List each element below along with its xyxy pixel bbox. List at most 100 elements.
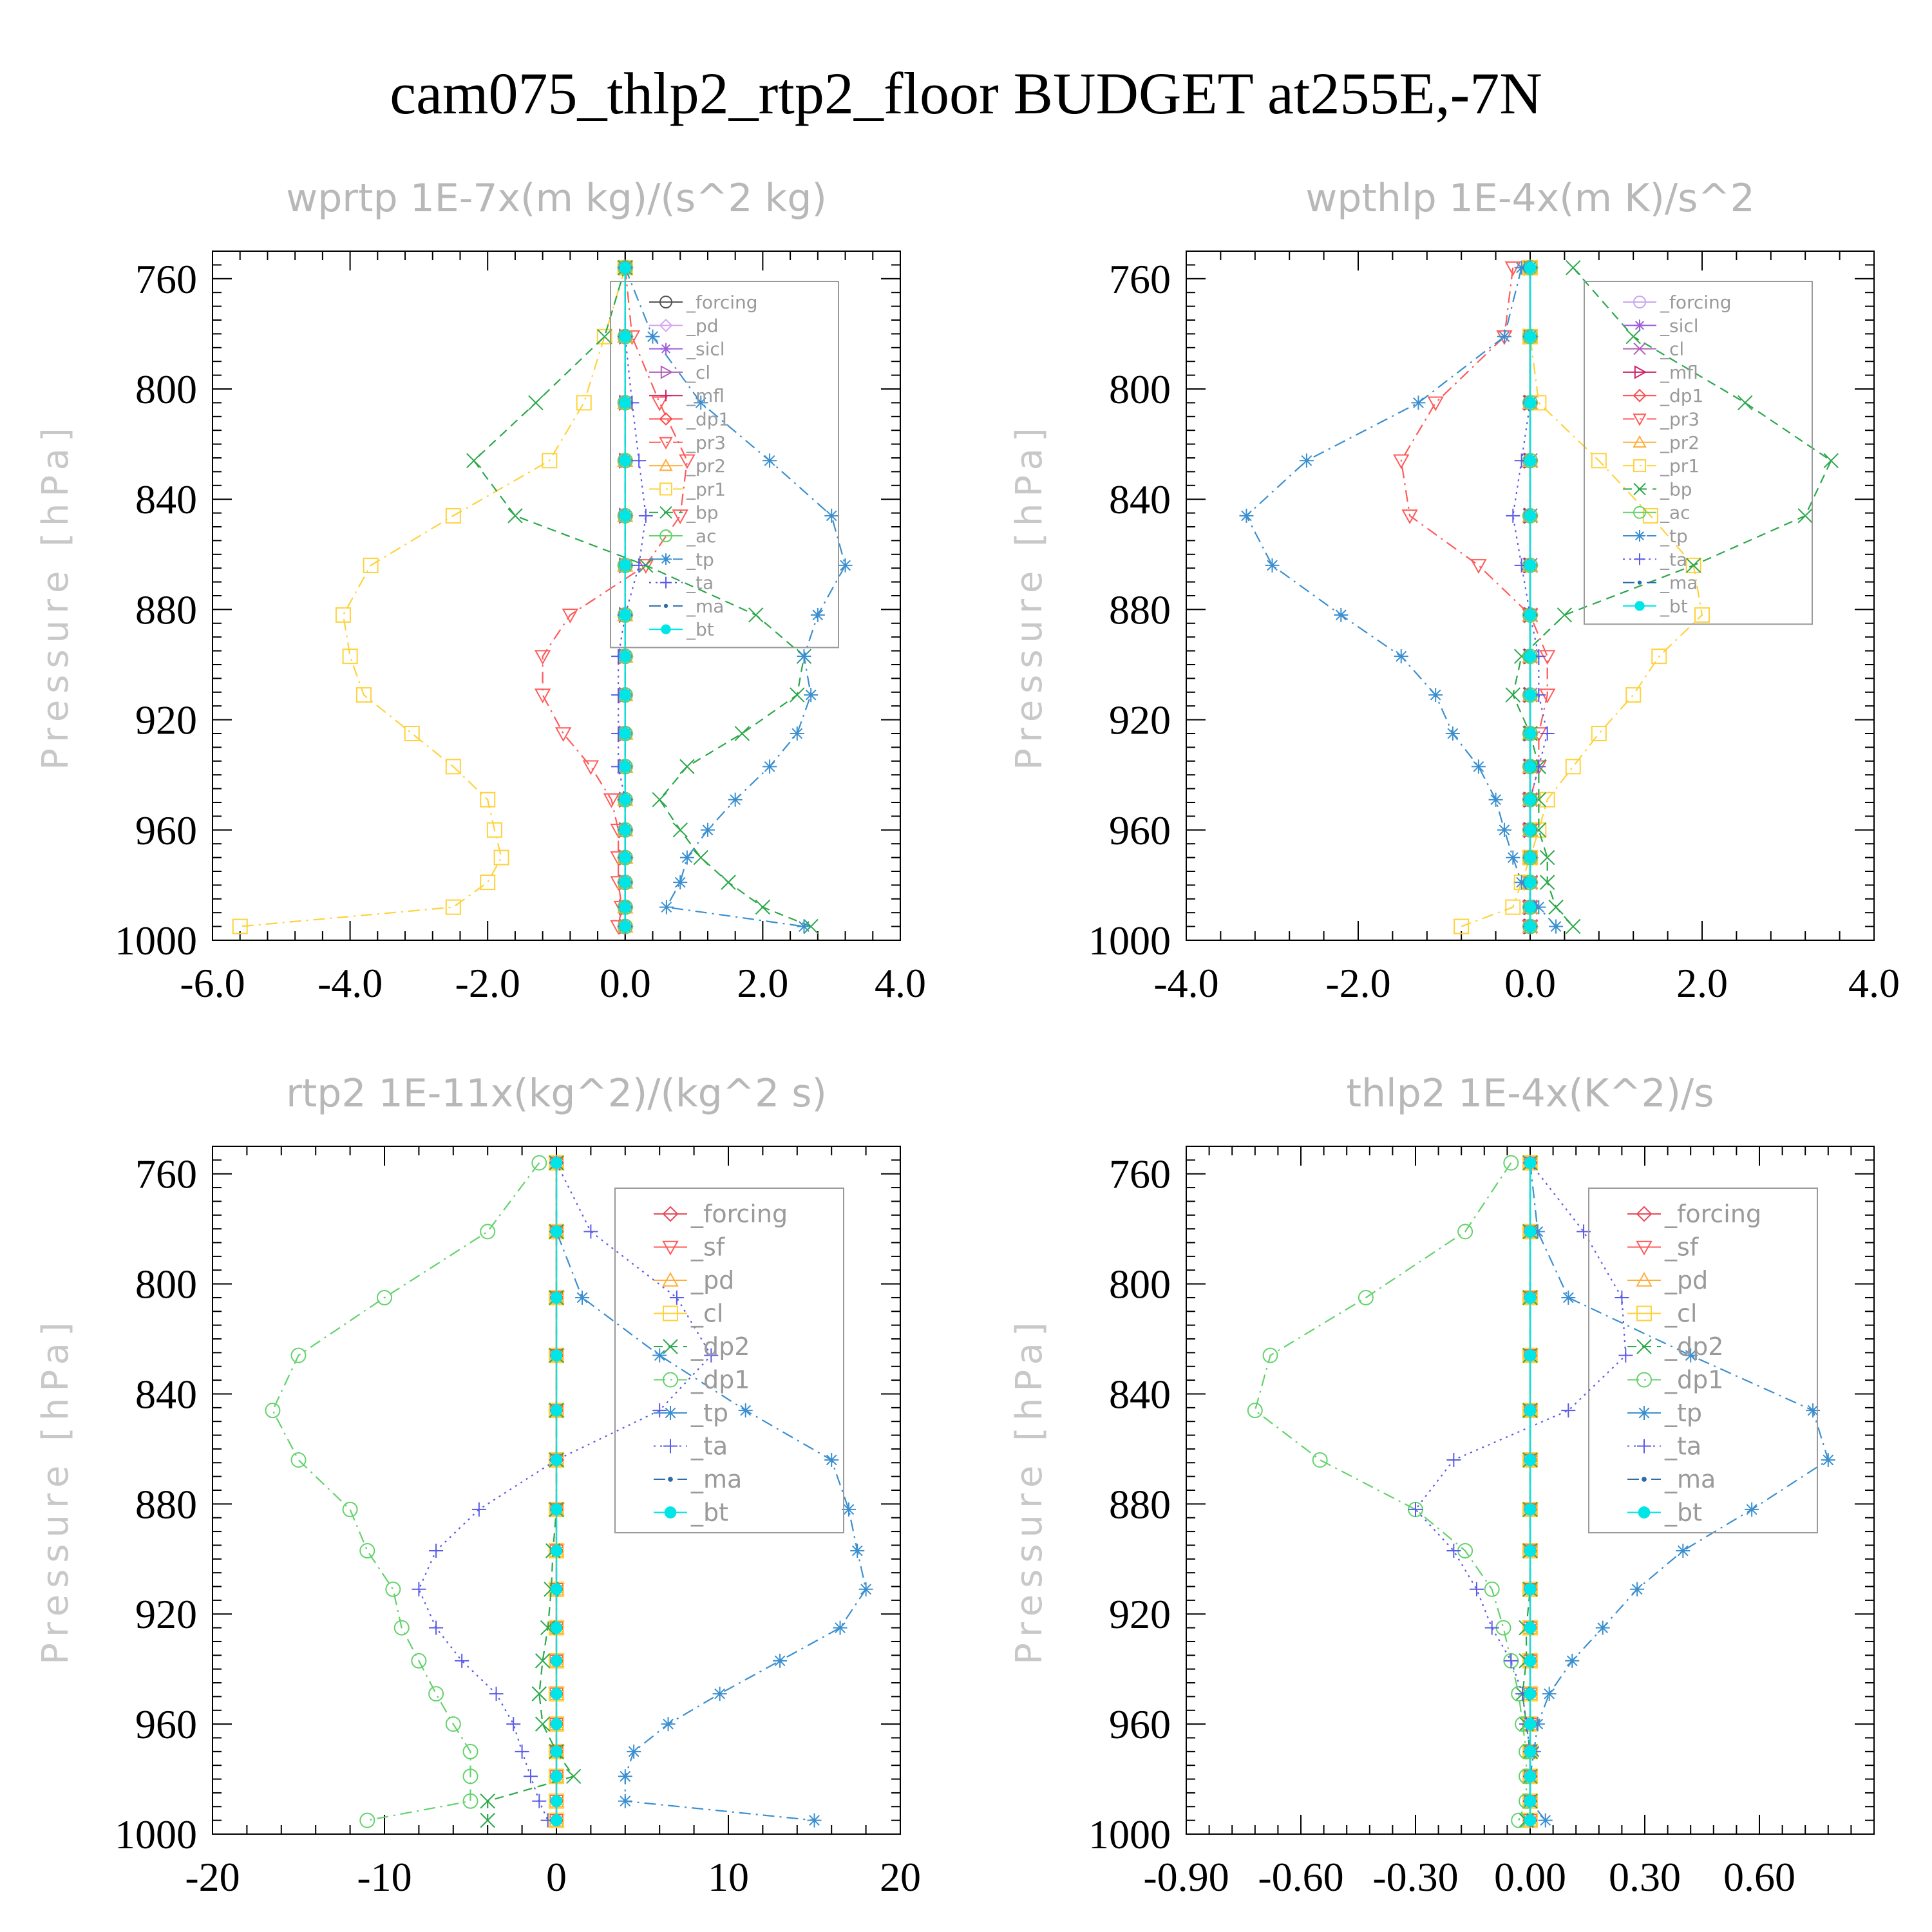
data-point xyxy=(1497,822,1511,837)
data-point xyxy=(359,1812,375,1828)
data-point xyxy=(1505,899,1521,915)
legend-marker xyxy=(1642,1477,1647,1482)
series-bt xyxy=(619,261,632,933)
data-point xyxy=(1618,1348,1633,1363)
data-point xyxy=(721,875,736,890)
data-point xyxy=(728,792,743,807)
data-point xyxy=(550,1349,563,1362)
legend-label: _sf xyxy=(1664,1233,1700,1262)
data-point xyxy=(652,1403,667,1418)
legend-marker xyxy=(1634,319,1645,332)
data-point xyxy=(673,875,688,890)
data-point xyxy=(355,687,372,703)
data-point xyxy=(1683,1348,1698,1363)
data-point xyxy=(1471,759,1486,774)
y-tick-label: 960 xyxy=(1109,1701,1171,1747)
data-point xyxy=(700,822,715,837)
legend-marker xyxy=(663,1439,677,1454)
legend-marker xyxy=(659,506,672,519)
data-point xyxy=(618,1794,632,1808)
legend-label: _cl xyxy=(1660,339,1684,360)
data-point xyxy=(1446,1543,1461,1558)
data-point xyxy=(824,508,839,523)
data-point xyxy=(550,1454,563,1466)
data-point xyxy=(1514,875,1529,890)
y-tick-label: 800 xyxy=(135,366,197,412)
legend-marker xyxy=(1638,1506,1651,1519)
data-point xyxy=(1524,261,1537,274)
x-tick-label: 0.0 xyxy=(600,960,651,1006)
legend-label: _pd xyxy=(1664,1266,1708,1294)
legend-label: _cl xyxy=(686,362,710,383)
y-tick-label: 760 xyxy=(135,1151,197,1197)
legend-label: _dp2 xyxy=(1664,1332,1723,1361)
legend-label: _forcing xyxy=(1660,292,1732,313)
legend-marker xyxy=(1636,1271,1653,1287)
data-point xyxy=(1524,559,1537,572)
data-point xyxy=(583,1224,598,1239)
legend-label: _pd xyxy=(686,315,719,336)
data-point xyxy=(550,1622,563,1634)
data-point xyxy=(1524,876,1537,889)
data-point xyxy=(1505,687,1521,703)
panel-wpthlp: wpthlp 1E-4x(m K)/s^2 Pressure [hPa] 760 80… xyxy=(1009,176,1900,1006)
x-tick-label: -4.0 xyxy=(1153,960,1218,1006)
data-point xyxy=(493,849,509,866)
legend-marker xyxy=(1633,388,1647,402)
y-tick-label: 880 xyxy=(1109,587,1171,632)
data-point xyxy=(1530,1717,1545,1732)
data-point xyxy=(550,1226,563,1238)
data-point xyxy=(1497,329,1511,344)
data-point xyxy=(486,822,502,838)
x-tick-label: -2.0 xyxy=(455,960,520,1006)
data-point xyxy=(1524,454,1537,467)
data-point xyxy=(1524,793,1537,806)
legend-label: _pr3 xyxy=(1660,409,1700,430)
data-point xyxy=(290,1347,307,1363)
data-point xyxy=(1524,1226,1537,1238)
data-point xyxy=(531,1686,547,1701)
data-point xyxy=(619,688,632,701)
data-point xyxy=(1531,900,1546,914)
x-tick-label: -0.90 xyxy=(1143,1854,1229,1900)
x-tick-label: -0.60 xyxy=(1258,1854,1343,1900)
data-point xyxy=(363,557,379,573)
legend-marker xyxy=(659,318,673,332)
data-point xyxy=(480,875,496,891)
data-point xyxy=(265,1403,281,1419)
data-point xyxy=(797,919,811,934)
plot-frame xyxy=(212,251,901,941)
data-point xyxy=(1549,919,1564,934)
data-point xyxy=(597,328,612,345)
data-point xyxy=(462,1768,478,1785)
y-tick-label: 800 xyxy=(1109,1262,1171,1307)
data-point xyxy=(404,726,420,741)
panel-thlp2: thlp2 1E-4x(K^2)/s Pressure [hPa] 760 800 84… xyxy=(1009,1071,1875,1900)
data-point xyxy=(1524,1814,1537,1826)
x-tick-label: 4.0 xyxy=(875,960,926,1006)
panel-wprtp: wprtp 1E-7x(m kg)/(s^2 kg) Pressure [hPa]… xyxy=(35,176,926,1006)
data-point xyxy=(1504,261,1521,276)
legend-label: _bt xyxy=(690,1499,728,1527)
legend: _forcing _sf _pd _cl _dp2 _dp1 _tp _ta _ma _bt xyxy=(1588,1188,1818,1533)
data-point xyxy=(471,1502,486,1517)
data-point xyxy=(523,1769,538,1784)
data-point xyxy=(1565,759,1581,775)
y-tick-label: 920 xyxy=(135,697,197,743)
data-point xyxy=(619,793,632,806)
y-tick-label: 920 xyxy=(1109,697,1171,743)
series-line xyxy=(1245,267,1557,927)
data-point xyxy=(712,1687,727,1701)
data-point xyxy=(1530,1224,1545,1239)
data-point xyxy=(1524,1544,1537,1557)
data-point xyxy=(507,508,523,524)
data-point xyxy=(1524,509,1537,522)
y-axis-label: Pressure [hPa] xyxy=(35,421,77,770)
data-point xyxy=(550,1291,563,1304)
data-point xyxy=(1539,688,1556,704)
legend-marker xyxy=(660,553,672,565)
data-point xyxy=(693,849,708,866)
x-tick-label: 0.00 xyxy=(1494,1854,1566,1900)
legend-marker xyxy=(663,1372,678,1388)
y-tick-label: 1000 xyxy=(115,1812,197,1857)
